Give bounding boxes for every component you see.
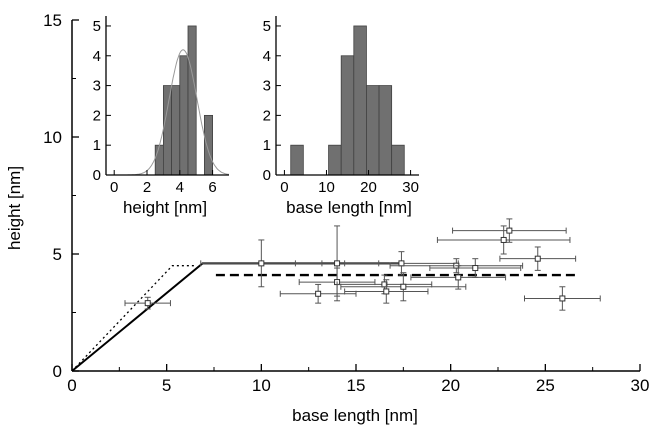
inset-y-tick-label: 2 [93, 107, 101, 124]
data-point-group [524, 286, 601, 311]
histogram-bar [378, 85, 393, 176]
x-tick-label: 20 [441, 376, 460, 395]
inset-y-tick-label: 2 [263, 107, 271, 124]
inset-y-tick-label: 0 [263, 167, 271, 184]
y-tick-label: 10 [43, 128, 62, 147]
data-point-marker [500, 236, 507, 243]
base-length-histogram-x-title: base length [nm] [286, 198, 412, 217]
histogram-bar [391, 144, 405, 176]
inset-y-tick-label: 3 [263, 78, 271, 95]
histogram-bar [203, 114, 213, 176]
data-point-marker [400, 283, 407, 290]
inset-y-tick-label: 0 [93, 167, 101, 184]
height-histogram-axes [105, 16, 229, 176]
x-axis-title: base length [nm] [292, 406, 418, 425]
data-point-marker [506, 227, 513, 234]
data-point-group [344, 251, 459, 276]
data-point-group [429, 258, 522, 278]
histogram-bar [154, 144, 164, 176]
inset-y-tick-label: 1 [93, 137, 101, 154]
height-histogram-inset: 0 2 4 6 0 1 2 3 4 5 height [nm] [93, 16, 230, 217]
x-tick-label: 0 [67, 376, 76, 395]
inset-y-tick-label: 4 [93, 48, 101, 65]
height-histogram-x-title: height [nm] [123, 198, 207, 217]
data-point-group [279, 283, 357, 304]
y-tick-label: 0 [53, 362, 62, 381]
x-tick-label: 10 [252, 376, 271, 395]
data-point-marker [258, 260, 265, 267]
inset-x-tick-label: 20 [360, 179, 377, 196]
x-tick-label: 25 [536, 376, 555, 395]
inset-y-tick-label: 5 [263, 18, 271, 35]
inset-x-tick-label: 10 [318, 179, 335, 196]
histogram-bar [366, 85, 380, 176]
inset-x-tick-label: 2 [143, 179, 151, 196]
model-lines [71, 262, 580, 372]
main-axes [71, 19, 641, 372]
base-length-histogram-inset: 0 10 20 30 0 1 2 3 4 5 base length [nm] [263, 16, 419, 217]
base-length-histogram-tick-labels: 0 10 20 30 0 1 2 3 4 5 [263, 18, 419, 196]
data-point-group [344, 279, 429, 304]
data-point-marker [534, 255, 541, 262]
data-point-marker [398, 260, 405, 267]
histogram-bar [328, 144, 342, 176]
inset-x-tick-label: 6 [208, 179, 216, 196]
data-point-marker [334, 260, 341, 267]
histogram-bar [290, 144, 304, 176]
data-point-marker [559, 295, 566, 302]
data-points [124, 218, 601, 311]
data-point-group [499, 246, 577, 271]
y-tick-label: 15 [43, 11, 62, 30]
histogram-bar [353, 25, 367, 176]
inset-y-tick-label: 1 [263, 137, 271, 154]
solid-model-line [71, 262, 402, 372]
data-point-marker [455, 274, 462, 281]
y-tick-label: 5 [53, 245, 62, 264]
inset-y-tick-label: 5 [93, 18, 101, 35]
data-point-marker [383, 288, 390, 295]
data-point-group [124, 296, 171, 310]
inset-x-tick-label: 4 [176, 179, 184, 196]
histogram-bar [179, 55, 189, 176]
data-point-group [452, 218, 567, 243]
base-length-histogram-bars [290, 25, 405, 176]
inset-x-tick-label: 30 [402, 179, 419, 196]
inset-y-tick-label: 3 [93, 78, 101, 95]
histogram-bar [340, 55, 355, 176]
histogram-bar [187, 25, 197, 176]
data-point-marker [315, 290, 322, 297]
x-tick-label: 15 [347, 376, 366, 395]
inset-y-tick-label: 4 [263, 48, 271, 65]
data-point-group [340, 272, 467, 302]
x-tick-label: 30 [631, 376, 650, 395]
data-point-marker [472, 265, 479, 272]
inset-x-tick-label: 0 [280, 179, 288, 196]
data-point-group [410, 265, 507, 290]
height-histogram-tick-labels: 0 2 4 6 0 1 2 3 4 5 [93, 18, 217, 196]
dotted-model-line [71, 265, 196, 372]
base-length-histogram-axes [275, 16, 419, 176]
data-point-marker [144, 300, 151, 307]
histogram-bar [162, 85, 172, 176]
height-histogram-bars [154, 25, 213, 176]
histogram-bar [171, 85, 181, 176]
x-tick-label: 5 [162, 376, 171, 395]
inset-x-tick-label: 0 [110, 179, 118, 196]
y-axis-title: height [nm] [5, 166, 24, 250]
